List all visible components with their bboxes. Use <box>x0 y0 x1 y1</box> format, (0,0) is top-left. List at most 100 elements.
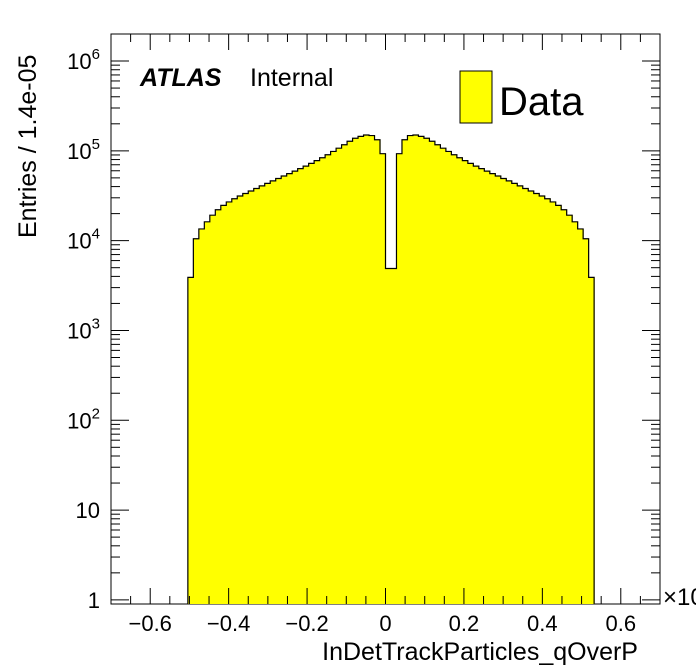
atlas-label: ATLAS <box>139 64 222 92</box>
histogram-bar <box>341 144 348 604</box>
histogram-bar <box>456 157 463 605</box>
histogram-bar <box>550 201 557 604</box>
histogram-bar <box>226 201 233 604</box>
histogram-bar <box>374 139 381 604</box>
histogram-bar <box>352 138 359 605</box>
legend: Data <box>459 70 584 124</box>
x-tick-label: 0.6 <box>605 611 636 636</box>
histogram-bar <box>242 193 249 605</box>
x-tick-label: 0.4 <box>527 611 558 636</box>
histogram-bar <box>467 163 474 604</box>
x-tick-label: −0.2 <box>285 611 328 636</box>
histogram-bar <box>401 139 409 604</box>
histogram-bar <box>522 188 529 605</box>
histogram-bar <box>297 168 304 604</box>
legend-label: Data <box>499 80 584 124</box>
y-tick-label: 102 <box>67 405 100 433</box>
histogram-bar <box>248 191 255 605</box>
histogram-bar <box>445 151 452 605</box>
x-tick-label: 0 <box>379 611 391 636</box>
histogram-bar <box>292 171 299 605</box>
histogram-bar <box>204 221 211 604</box>
y-tick-label: 1 <box>88 588 100 613</box>
x-tick-label: −0.4 <box>207 611 250 636</box>
histogram-bar <box>528 191 535 605</box>
histogram-bar <box>390 268 398 604</box>
histogram-bar <box>347 141 354 604</box>
histogram-bar <box>533 193 540 605</box>
histogram-bar <box>330 151 337 605</box>
histogram-bar <box>253 188 260 605</box>
histogram-bar <box>396 153 403 605</box>
histogram-bar <box>511 183 518 604</box>
histogram-bar <box>484 171 491 605</box>
y-tick-label: 105 <box>67 136 100 164</box>
histogram-bar <box>259 185 266 604</box>
histogram-bar <box>544 198 551 605</box>
y-axis: 1 10 102 103 104 105 106 <box>67 33 660 613</box>
histogram-bar <box>308 163 315 604</box>
histogram-bar <box>451 154 458 604</box>
histogram-bar <box>577 228 584 604</box>
histogram-bar <box>193 238 200 604</box>
histogram-bar <box>423 138 431 605</box>
histogram-bar <box>303 166 310 605</box>
histogram-bar <box>572 221 579 604</box>
histogram-bar <box>209 215 216 604</box>
histogram-bar <box>363 135 370 605</box>
y-tick-label: 103 <box>67 315 100 343</box>
histogram-bar <box>369 135 376 604</box>
histogram-outline <box>187 134 595 604</box>
y-tick-label: 10 <box>76 498 100 523</box>
histogram-bar <box>478 168 485 604</box>
histogram-bar <box>566 215 573 604</box>
histogram-bar <box>489 173 496 604</box>
histogram-bar <box>220 205 227 604</box>
histogram-bar <box>198 228 205 604</box>
histogram-bar <box>462 160 469 605</box>
x-axis-multiplier: ×10 <box>663 584 696 611</box>
histogram-bar <box>215 209 222 604</box>
histogram-bar <box>314 160 321 605</box>
histogram-bar <box>237 196 244 604</box>
histogram-bar <box>319 157 326 605</box>
histogram-bar <box>434 144 441 604</box>
histogram-bar <box>281 175 288 605</box>
histogram-bars <box>187 135 595 605</box>
histogram-bar <box>539 196 546 604</box>
histogram-bar <box>358 136 365 604</box>
histogram-bar <box>412 135 420 605</box>
histogram-bar <box>231 198 238 605</box>
histogram-bar <box>275 178 282 604</box>
histogram-bar <box>286 173 293 604</box>
x-axis: −0.6 −0.4 −0.2 0 0.2 0.4 0.6 <box>110 34 661 636</box>
histogram-bar <box>588 277 595 604</box>
histogram-bar <box>555 205 562 604</box>
histogram-bar <box>517 185 524 604</box>
x-tick-label: −0.6 <box>128 611 171 636</box>
legend-swatch <box>459 70 493 124</box>
histogram-bar <box>500 178 507 604</box>
x-tick-label: 0.2 <box>449 611 480 636</box>
histogram-bar <box>473 166 480 605</box>
histogram-bar <box>506 180 513 604</box>
histogram-bar <box>270 180 277 604</box>
histogram-bar <box>325 154 332 604</box>
histogram-bar <box>407 135 414 604</box>
histogram-bar <box>495 175 502 605</box>
histogram-bar <box>561 209 568 604</box>
histogram-bar <box>440 148 447 604</box>
x-axis-title: InDetTrackParticles_qOverP <box>322 638 638 666</box>
histogram-bar <box>429 141 436 604</box>
histogram-bar <box>336 148 343 604</box>
status-label: Internal <box>250 64 333 92</box>
histogram-bar <box>385 268 392 604</box>
histogram-bar <box>187 277 194 604</box>
histogram-bar <box>583 238 590 604</box>
histogram-bar <box>380 153 387 605</box>
histogram-bar <box>264 183 271 604</box>
y-axis-title: Entries / 1.4e-05 <box>14 55 42 238</box>
y-tick-label: 106 <box>67 46 100 74</box>
histogram-bar <box>418 136 425 604</box>
